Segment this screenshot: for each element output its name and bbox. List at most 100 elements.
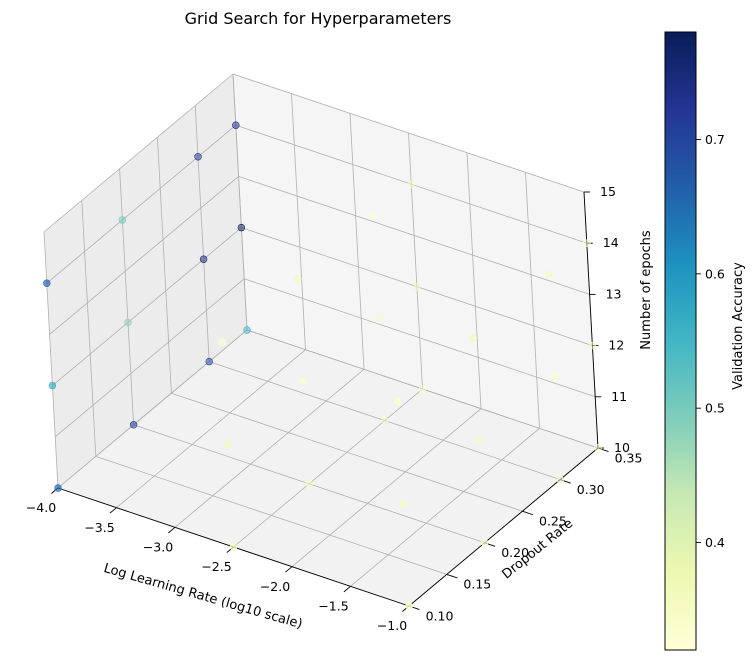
y-tick-label: 0.10 bbox=[426, 608, 454, 623]
gridline-z-wall bbox=[46, 124, 237, 284]
x-tick-label: −3.0 bbox=[143, 540, 173, 555]
scatter-point bbox=[229, 543, 238, 551]
tick-labels: −4.0 −3.5 −3.0 −2.5 −2.0 −1.5 −1.0 0.10 0.15 0.20… bbox=[26, 184, 643, 633]
scatter-point bbox=[594, 444, 602, 452]
scatter-point bbox=[469, 334, 478, 342]
scatter-points bbox=[43, 121, 602, 610]
gridline-x-back bbox=[291, 93, 306, 350]
x-tick-label: −2.5 bbox=[201, 559, 231, 574]
gridline-z-wall bbox=[57, 329, 248, 489]
scatter-point bbox=[407, 180, 415, 188]
colorbar-tick-label: 0.6 bbox=[705, 266, 725, 281]
scatter-point bbox=[418, 385, 427, 393]
y-tick-label: 0.15 bbox=[463, 577, 491, 592]
scatter-point bbox=[369, 212, 378, 220]
gridline-y-wall bbox=[43, 231, 59, 489]
gridline-x-back bbox=[349, 113, 365, 370]
x-tick-label: −2.0 bbox=[260, 579, 290, 594]
scatter-point bbox=[294, 275, 302, 283]
z-axis-line bbox=[583, 191, 599, 449]
z-tick-label: 10 bbox=[614, 440, 630, 455]
scatter-point bbox=[194, 153, 202, 161]
scatter-point bbox=[124, 318, 132, 327]
gridline-x-floor bbox=[233, 388, 423, 548]
gridline-y-floor bbox=[171, 392, 523, 512]
scatter-point bbox=[545, 271, 553, 279]
scatter-point bbox=[480, 539, 489, 547]
gridline-z-back bbox=[238, 176, 590, 295]
scatter-point bbox=[381, 416, 389, 425]
scatter-point bbox=[588, 341, 597, 350]
y-tick-label: 0.30 bbox=[577, 482, 605, 497]
gridline-x-floor bbox=[350, 428, 540, 587]
gridline-y-wall bbox=[119, 168, 134, 425]
colorbar-ticks: 0.4 0.5 0.6 0.7 bbox=[696, 132, 725, 550]
scatter-point bbox=[299, 377, 308, 386]
x-tick-label: −4.0 bbox=[26, 500, 56, 515]
gridline-z-wall bbox=[43, 73, 234, 233]
gridline-x-floor bbox=[291, 408, 482, 567]
y-tick-label: 0.35 bbox=[615, 450, 643, 465]
x-tick-mark bbox=[285, 566, 293, 573]
x-tick-label: −1.5 bbox=[318, 599, 348, 614]
y-tick-label: 0.25 bbox=[539, 514, 567, 529]
gridline-z-back bbox=[232, 73, 585, 193]
scatter-point bbox=[583, 239, 591, 247]
scatter-point bbox=[199, 255, 208, 263]
z-tick-label: 14 bbox=[603, 235, 619, 250]
colorbar-tick-label: 0.4 bbox=[705, 535, 725, 550]
chart-title: Grid Search for Hyperparameters bbox=[185, 9, 452, 28]
gridline-z-back bbox=[244, 278, 596, 398]
x-tick-label: −3.5 bbox=[84, 520, 114, 535]
gridline-y-wall bbox=[81, 200, 97, 457]
colorbar-label: Validation Accuracy bbox=[731, 262, 746, 390]
z-tick-label: 12 bbox=[608, 338, 624, 353]
y-tick-label: 0.20 bbox=[501, 545, 529, 560]
scatter-point bbox=[232, 121, 240, 129]
gridline-y-wall bbox=[157, 137, 172, 394]
gridline-z-wall bbox=[52, 227, 242, 386]
gridline-x-back bbox=[525, 172, 540, 429]
gridline-y-floor bbox=[95, 456, 447, 575]
gridline-x-floor bbox=[174, 369, 365, 528]
y-tick-mark bbox=[446, 573, 458, 579]
scatter-point bbox=[43, 279, 51, 287]
scatter-point bbox=[129, 421, 138, 429]
scatter-point bbox=[118, 216, 127, 224]
scatter-point bbox=[375, 314, 383, 322]
scatter-point bbox=[54, 484, 62, 492]
scatter-point bbox=[399, 499, 408, 508]
y-tick-mark bbox=[522, 510, 534, 516]
colorbar-tick-label: 0.7 bbox=[705, 132, 725, 147]
scatter-point bbox=[405, 602, 413, 610]
z-tick-label: 13 bbox=[606, 286, 622, 301]
colorbar: 0.4 0.5 0.6 0.7 Validation Accuracy bbox=[664, 31, 746, 651]
gridline-y-wall bbox=[194, 105, 210, 362]
gridline-y-wall bbox=[232, 73, 248, 331]
x-tick-mark bbox=[343, 585, 351, 593]
gridline-x-back bbox=[408, 132, 423, 390]
gridline-z-wall bbox=[54, 278, 245, 438]
scatter-point bbox=[475, 436, 483, 445]
scatter-point bbox=[205, 357, 213, 366]
z-axis-label: Number of epochs bbox=[639, 230, 654, 350]
colorbar-gradient bbox=[664, 31, 697, 651]
x-tick-mark bbox=[168, 526, 176, 534]
scatter-point bbox=[224, 440, 232, 449]
gridline-x-back bbox=[466, 152, 482, 409]
scatter-point bbox=[413, 282, 421, 291]
scatter-point bbox=[218, 338, 227, 346]
scatter-point bbox=[243, 326, 251, 334]
left-wall-pane bbox=[44, 74, 247, 488]
scatter-point bbox=[48, 381, 57, 390]
gridline-z-wall bbox=[49, 176, 239, 335]
scatter-point bbox=[556, 475, 564, 484]
scatter-point bbox=[550, 373, 559, 381]
scatter-point bbox=[237, 223, 246, 232]
z-tick-label: 15 bbox=[600, 184, 616, 199]
scatter-point bbox=[305, 480, 313, 488]
colorbar-tick-label: 0.5 bbox=[705, 401, 725, 416]
z-tick-label: 11 bbox=[611, 389, 627, 404]
scatter-point bbox=[394, 397, 402, 405]
